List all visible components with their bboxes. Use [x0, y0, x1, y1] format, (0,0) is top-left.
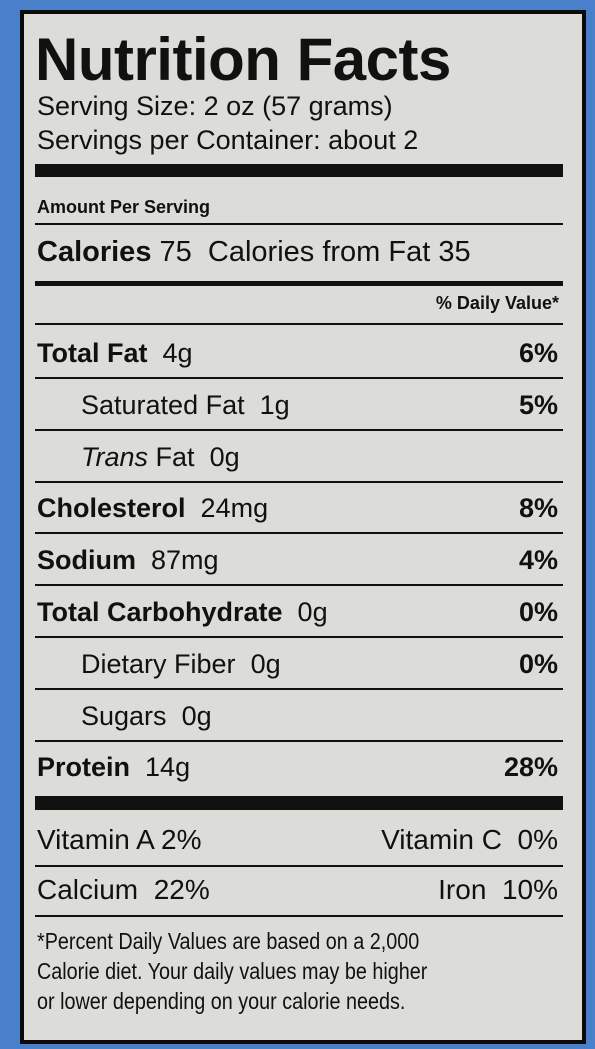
rule — [35, 323, 563, 325]
nutrient-amount: 0g — [250, 648, 281, 679]
mineral: Iron 10% — [438, 876, 558, 904]
rule — [35, 532, 563, 535]
nutrient-name: Cholesterol — [37, 493, 186, 524]
vitamin-value: 22% — [153, 874, 210, 905]
nutrient-name: Fat — [155, 441, 195, 472]
rule — [35, 865, 563, 867]
rule — [35, 584, 563, 587]
vitamin-name: Vitamin C — [381, 824, 502, 855]
daily-value: 0% — [518, 648, 558, 679]
rule — [35, 687, 563, 690]
rule — [35, 377, 563, 379]
footnote-line: or lower depending on your calorie needs… — [37, 988, 406, 1014]
nutrient-text: Sodium 87mg — [37, 545, 219, 576]
nutrient-amount: 1g — [259, 389, 290, 420]
calories-row: Calories 75 Calories from Fat 35 — [37, 238, 471, 267]
nutrient-amount: 0g — [181, 700, 212, 731]
nutrient-name: Total Carbohydrate — [37, 597, 283, 627]
servings-per-container: Servings per Container: about 2 — [37, 125, 419, 155]
vitamin-value: 10% — [501, 874, 558, 905]
thick-rule — [35, 164, 563, 177]
daily-value-header: % Daily Value* — [435, 293, 559, 313]
nutrient-text: Cholesterol 24mg — [37, 493, 268, 524]
rule — [35, 428, 563, 431]
nutrient-name: Saturated Fat — [81, 389, 245, 420]
nutrient-amount: 24mg — [200, 493, 269, 524]
vitamin-value: 2% — [161, 824, 202, 855]
daily-value: 4% — [518, 545, 558, 576]
nutrient-name: Sugars — [81, 700, 167, 731]
daily-value: 0% — [518, 597, 558, 627]
nutrient-amount: 4g — [162, 338, 193, 368]
nutrient-row: Trans Fat 0g — [35, 436, 558, 476]
serving-size: Serving Size: 2 oz (57 grams) — [37, 91, 393, 121]
nutrient-amount: 0g — [209, 441, 240, 472]
nutrient-name: Total Fat — [37, 338, 148, 368]
nutrient-text: Total Fat 4g — [37, 338, 193, 369]
nutrient-text: Protein 14g — [37, 752, 190, 783]
rule — [35, 636, 563, 638]
nutrient-prefix: Trans — [81, 441, 149, 472]
title: Nutrition Facts — [35, 26, 451, 93]
medium-rule — [35, 281, 563, 286]
vitamin-value: 0% — [517, 824, 558, 855]
vitamin-name: Vitamin A — [37, 824, 154, 855]
nutrient-text: Dietary Fiber 0g — [81, 649, 281, 680]
vitamin-name: Iron — [438, 874, 487, 905]
nutrient-row: Protein 14g 28% — [35, 746, 558, 786]
daily-value: 8% — [518, 493, 558, 524]
nutrient-name: Protein — [37, 752, 131, 783]
nutrient-row: Total Carbohydrate 0g 0% — [35, 591, 558, 631]
rule — [35, 739, 563, 742]
nutrient-text: Trans Fat 0g — [81, 442, 240, 473]
footnote-line: Calorie diet. Your daily values may be h… — [37, 958, 428, 984]
nutrient-amount: 0g — [297, 597, 328, 627]
daily-value: 28% — [503, 752, 558, 783]
nutrient-row: Saturated Fat 1g 5% — [35, 384, 558, 424]
nutrient-name: Sodium — [37, 545, 136, 576]
calories-label: Calories — [37, 236, 152, 268]
nutrient-amount: 87mg — [151, 545, 219, 576]
daily-value: 6% — [518, 338, 558, 368]
daily-value: 5% — [518, 389, 558, 420]
label-panel — [20, 10, 586, 1044]
nutrient-text: Sugars 0g — [81, 701, 212, 732]
amount-per-serving: Amount Per Serving — [37, 197, 211, 217]
nutrient-text: Total Carbohydrate 0g — [37, 597, 328, 628]
mineral: Calcium 22% — [37, 876, 210, 904]
rule — [35, 480, 563, 483]
nutrient-row: Sodium 87mg 4% — [35, 539, 558, 579]
nutrient-row: Total Fat 4g 6% — [35, 332, 558, 372]
vitamin: Vitamin A 2% — [37, 826, 201, 854]
nutrient-row: Sugars 0g — [35, 695, 558, 735]
nutrient-amount: 14g — [145, 752, 191, 783]
nutrient-row: Dietary Fiber 0g 0% — [35, 643, 558, 683]
vitamin-name: Calcium — [37, 874, 139, 905]
rule — [35, 223, 563, 225]
nutrient-row: Cholesterol 24mg 8% — [35, 487, 558, 527]
thick-rule — [35, 796, 563, 810]
calories-from-fat: Calories from Fat 35 — [207, 236, 471, 268]
calories-value: 75 — [159, 236, 192, 268]
rule — [35, 915, 563, 917]
nutrient-text: Saturated Fat 1g — [81, 390, 290, 421]
footnote-line: *Percent Daily Values are based on a 2,0… — [37, 928, 420, 954]
nutrient-name: Dietary Fiber — [81, 648, 236, 679]
vitamin: Vitamin C 0% — [381, 826, 558, 854]
